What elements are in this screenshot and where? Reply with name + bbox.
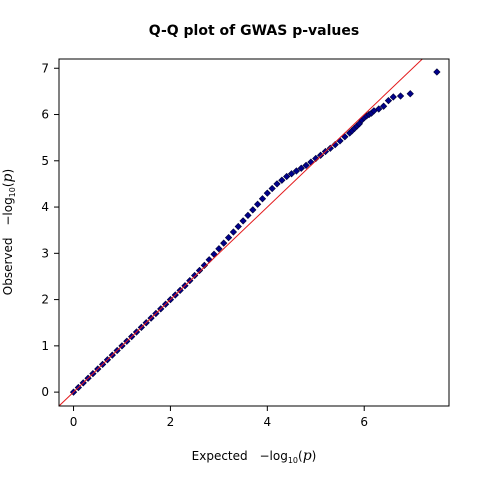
plot-frame bbox=[58, 58, 450, 407]
data-point bbox=[278, 176, 286, 184]
y-axis-label-base: 10 bbox=[8, 187, 17, 197]
x-axis-label-close: ) bbox=[312, 449, 317, 463]
data-point bbox=[396, 92, 405, 100]
data-point bbox=[326, 144, 334, 152]
data-point bbox=[283, 172, 291, 181]
data-point bbox=[287, 170, 296, 178]
reference-line-group bbox=[59, 59, 424, 406]
y-tick-label: 3 bbox=[41, 246, 49, 260]
x-axis-label-open: ( bbox=[298, 449, 303, 463]
y-axis-label-open: ( bbox=[1, 182, 15, 187]
y-axis-label-text: Observed bbox=[1, 237, 15, 295]
x-axis-label-base: 10 bbox=[288, 456, 298, 465]
data-point bbox=[302, 161, 310, 170]
x-tick-label: 0 bbox=[70, 415, 78, 429]
data-point bbox=[389, 93, 397, 101]
data-point bbox=[249, 206, 257, 214]
x-tick-label: 2 bbox=[167, 415, 175, 429]
y-tick-label: 0 bbox=[41, 385, 49, 399]
data-point bbox=[406, 90, 414, 98]
data-point bbox=[433, 68, 441, 76]
y-axis-label: Observed −log10(p) bbox=[0, 169, 17, 295]
y-tick-label: 6 bbox=[41, 108, 49, 122]
data-point bbox=[220, 239, 228, 247]
y-axis-label-var: p bbox=[0, 173, 16, 182]
data-point bbox=[239, 217, 247, 225]
data-point bbox=[331, 140, 339, 149]
reference-line bbox=[59, 59, 424, 406]
x-axis-label-var: p bbox=[303, 448, 312, 464]
data-point bbox=[384, 97, 393, 105]
data-point bbox=[200, 261, 208, 269]
x-axis-label-text: Expected bbox=[192, 449, 248, 463]
data-points bbox=[69, 68, 441, 396]
y-axis-label-close: ) bbox=[1, 169, 15, 174]
y-tick-label: 2 bbox=[41, 293, 49, 307]
x-tick-label: 4 bbox=[264, 415, 272, 429]
data-point bbox=[244, 211, 252, 220]
y-axis-label-fn: log bbox=[1, 197, 15, 215]
x-axis-label: Expected −log10(p) bbox=[192, 448, 317, 465]
data-point bbox=[292, 167, 301, 175]
x-axis-label-minus: − bbox=[259, 449, 269, 463]
data-point bbox=[263, 189, 271, 197]
data-point bbox=[234, 222, 242, 231]
data-point bbox=[375, 105, 383, 113]
data-point bbox=[215, 245, 223, 253]
data-point bbox=[229, 228, 238, 236]
x-axis-ticks: 0 2 4 6 bbox=[70, 406, 368, 429]
y-tick-label: 7 bbox=[41, 61, 49, 75]
data-point bbox=[273, 180, 281, 188]
y-tick-label: 1 bbox=[41, 339, 49, 353]
data-point bbox=[254, 200, 262, 208]
data-point bbox=[258, 195, 267, 203]
y-tick-label: 5 bbox=[41, 154, 49, 168]
data-point bbox=[312, 154, 320, 163]
x-axis-label-fn: log bbox=[270, 449, 288, 463]
x-tick-label: 6 bbox=[360, 415, 368, 429]
data-point bbox=[268, 184, 276, 193]
data-point bbox=[224, 233, 233, 242]
data-point bbox=[297, 164, 305, 172]
y-axis-ticks: 0 1 2 3 4 5 6 7 bbox=[41, 61, 59, 399]
data-point bbox=[379, 102, 388, 110]
y-tick-label: 4 bbox=[41, 200, 49, 214]
data-point bbox=[195, 266, 204, 275]
y-axis-label-minus: − bbox=[1, 216, 15, 226]
data-point bbox=[191, 271, 199, 280]
chart-title: Q-Q plot of GWAS p-values bbox=[149, 23, 359, 39]
data-point bbox=[336, 137, 344, 145]
